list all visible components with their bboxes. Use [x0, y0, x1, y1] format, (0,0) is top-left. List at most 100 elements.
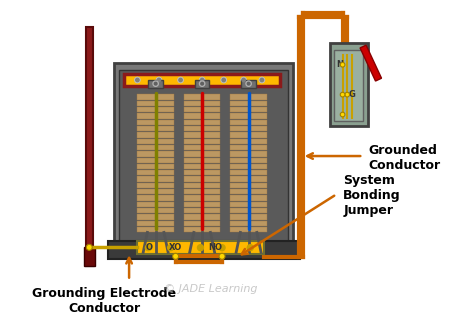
- Bar: [184, 214, 220, 220]
- Bar: [137, 145, 174, 150]
- Bar: [330, 43, 368, 126]
- Bar: [230, 189, 267, 195]
- Bar: [184, 227, 220, 232]
- Circle shape: [179, 78, 182, 82]
- Bar: [230, 202, 267, 207]
- Circle shape: [219, 253, 225, 259]
- Text: Grounded
Conductor: Grounded Conductor: [368, 144, 440, 172]
- Bar: [137, 214, 174, 220]
- Bar: [230, 170, 267, 176]
- Bar: [230, 157, 267, 163]
- Bar: [184, 183, 220, 188]
- Bar: [184, 113, 220, 119]
- Circle shape: [222, 78, 225, 82]
- Bar: [230, 227, 267, 232]
- Circle shape: [247, 82, 250, 85]
- Bar: [184, 221, 220, 226]
- Circle shape: [198, 245, 203, 251]
- Circle shape: [345, 92, 349, 97]
- Bar: [184, 164, 220, 169]
- Bar: [137, 221, 174, 226]
- Bar: [184, 145, 220, 150]
- Bar: [137, 183, 174, 188]
- Bar: [195, 80, 210, 88]
- Bar: [184, 132, 220, 137]
- Bar: [119, 70, 289, 242]
- Circle shape: [242, 78, 246, 82]
- Circle shape: [259, 77, 264, 83]
- Bar: [230, 151, 267, 156]
- Bar: [137, 101, 174, 106]
- Circle shape: [246, 81, 251, 86]
- Circle shape: [173, 253, 179, 259]
- Bar: [86, 27, 92, 266]
- Circle shape: [168, 245, 173, 251]
- Bar: [137, 107, 174, 112]
- Bar: [241, 80, 256, 88]
- Bar: [230, 214, 267, 220]
- Circle shape: [201, 78, 204, 82]
- Circle shape: [221, 77, 227, 83]
- Bar: [230, 138, 267, 144]
- Text: XO: XO: [169, 243, 182, 252]
- Circle shape: [247, 245, 253, 251]
- Bar: [184, 101, 220, 106]
- Bar: [84, 247, 95, 266]
- Circle shape: [340, 112, 345, 117]
- Circle shape: [156, 77, 162, 83]
- Bar: [230, 177, 267, 182]
- Bar: [137, 138, 174, 144]
- Bar: [137, 120, 174, 125]
- Bar: [148, 80, 163, 88]
- Bar: [137, 177, 174, 182]
- Circle shape: [135, 77, 140, 83]
- Bar: [137, 196, 174, 201]
- Bar: [230, 132, 267, 137]
- Text: O: O: [146, 243, 153, 252]
- Bar: [184, 151, 220, 156]
- Bar: [137, 151, 174, 156]
- Bar: [137, 157, 174, 163]
- Text: NO: NO: [209, 243, 222, 252]
- Text: G: G: [349, 90, 356, 99]
- Bar: [137, 132, 174, 137]
- Bar: [184, 126, 220, 131]
- Circle shape: [136, 78, 139, 82]
- Text: Grounding Electrode
Conductor: Grounding Electrode Conductor: [32, 287, 176, 315]
- Circle shape: [241, 77, 246, 83]
- Bar: [230, 107, 267, 112]
- Bar: [184, 157, 220, 163]
- Bar: [137, 170, 174, 176]
- Bar: [184, 170, 220, 176]
- Bar: [230, 120, 267, 125]
- Bar: [230, 94, 267, 100]
- Text: N: N: [336, 60, 343, 69]
- Circle shape: [340, 92, 345, 97]
- Circle shape: [178, 77, 183, 83]
- Bar: [230, 101, 267, 106]
- Bar: [137, 189, 174, 195]
- Bar: [137, 164, 174, 169]
- Bar: [137, 113, 174, 119]
- Circle shape: [200, 77, 205, 83]
- Circle shape: [155, 82, 157, 85]
- Circle shape: [219, 245, 225, 251]
- Bar: [230, 126, 267, 131]
- Circle shape: [201, 82, 203, 85]
- Circle shape: [146, 245, 151, 251]
- Bar: [184, 120, 220, 125]
- Bar: [108, 241, 300, 259]
- Bar: [184, 177, 220, 182]
- Bar: [230, 221, 267, 226]
- Bar: [124, 74, 280, 86]
- Bar: [184, 107, 220, 112]
- Text: System
Bonding
Jumper: System Bonding Jumper: [343, 174, 401, 217]
- Circle shape: [340, 62, 345, 67]
- Polygon shape: [360, 45, 382, 81]
- Bar: [184, 202, 220, 207]
- Bar: [137, 94, 174, 100]
- Circle shape: [260, 78, 264, 82]
- Bar: [184, 138, 220, 144]
- Bar: [230, 145, 267, 150]
- Bar: [184, 94, 220, 100]
